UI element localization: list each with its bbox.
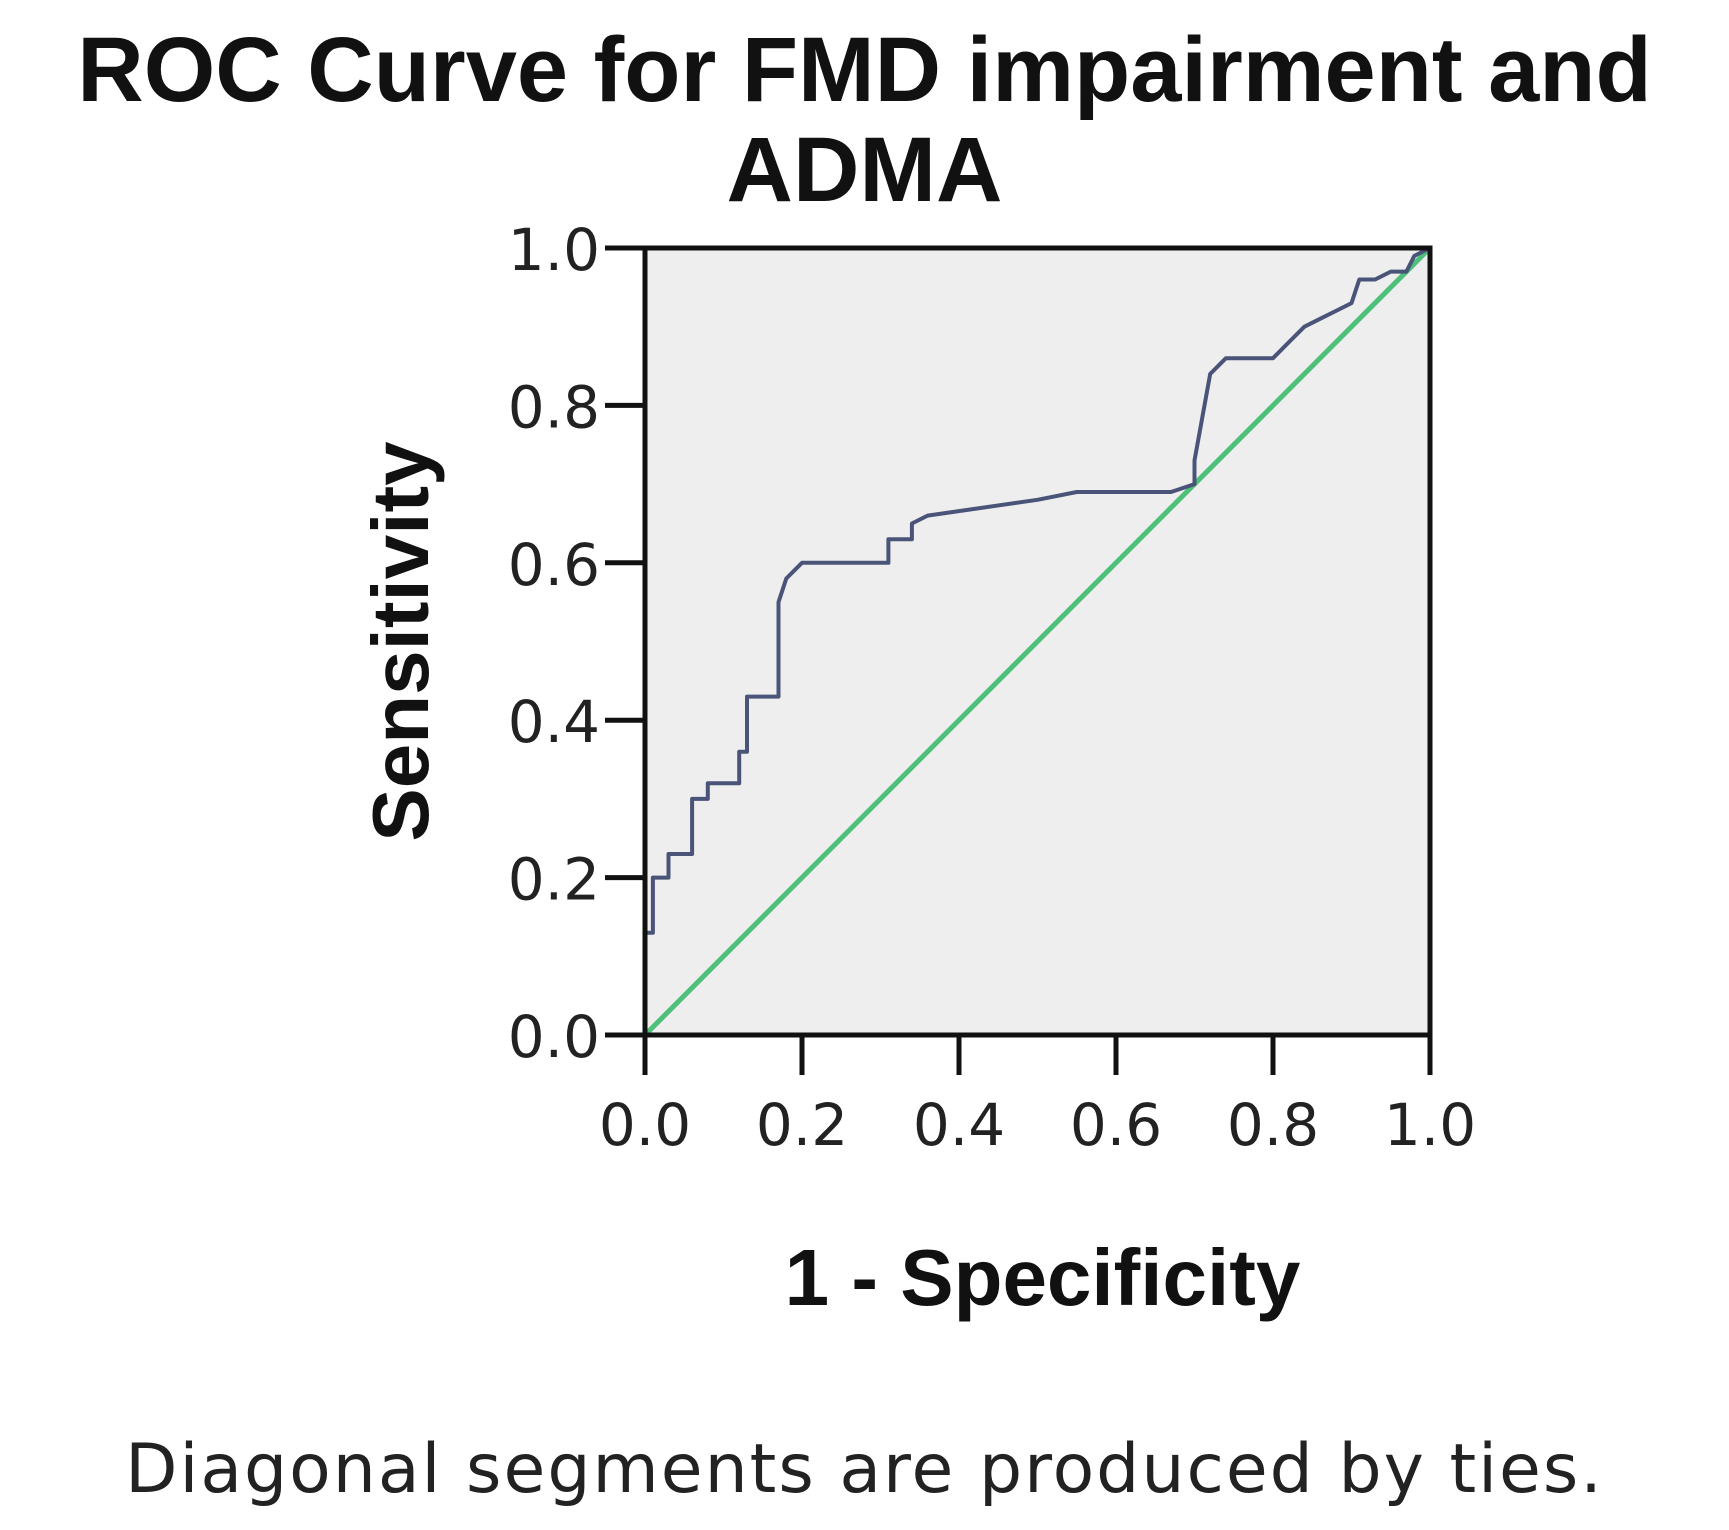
y-tick-label: 0.0 (508, 1003, 600, 1071)
y-tick-label: 0.6 (508, 531, 600, 599)
chart-title: ROC Curve for FMD impairment and ADMA (77, 19, 1652, 221)
x-tick-label: 0.2 (756, 1091, 848, 1159)
y-tick-label: 0.2 (508, 846, 600, 914)
y-tick-label: 0.4 (508, 688, 600, 756)
plot-frame (642, 245, 1433, 1038)
chart-footnote: Diagonal segments are produced by ties. (125, 1430, 1604, 1509)
x-tick-label: 0.0 (599, 1091, 691, 1159)
y-tick-label: 1.0 (508, 216, 600, 284)
x-tick-label: 0.6 (1070, 1091, 1162, 1159)
y-axis-title: Sensitivity (356, 441, 445, 842)
x-axis-title: 1 - Specificity (785, 1233, 1301, 1322)
x-tick-label: 0.4 (913, 1091, 1005, 1159)
reference-line (643, 246, 1432, 1037)
x-tick-label: 0.8 (1227, 1091, 1319, 1159)
y-tick-label: 0.8 (508, 373, 600, 441)
x-tick-label: 1.0 (1384, 1091, 1476, 1159)
roc-curve-line (643, 246, 1431, 1035)
